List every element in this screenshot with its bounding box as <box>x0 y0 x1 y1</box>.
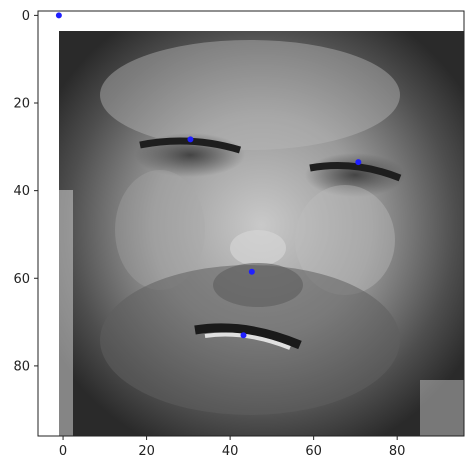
y-tick-label: 60 <box>13 272 30 287</box>
x-tick-label: 40 <box>222 444 239 459</box>
x-tick-label: 20 <box>138 444 155 459</box>
y-tick-label: 20 <box>13 97 30 112</box>
grayscale-image <box>59 31 464 436</box>
scatter-point <box>187 136 194 143</box>
scatter-point <box>240 332 247 339</box>
scatter-point <box>355 159 362 166</box>
scatter-point <box>248 268 255 275</box>
x-tick-label: 60 <box>305 444 322 459</box>
plot-frame <box>37 10 465 437</box>
x-tick-label: 80 <box>389 444 406 459</box>
scatter-points <box>55 12 362 339</box>
y-tick-label: 40 <box>13 184 30 199</box>
y-tick-label: 80 <box>13 359 30 374</box>
y-axis-ticks: 0 20 40 60 80 <box>13 9 38 374</box>
scatter-point <box>55 12 62 19</box>
y-tick-label: 0 <box>22 9 30 24</box>
x-tick-label: 0 <box>59 444 67 459</box>
x-axis-ticks: 0 20 40 60 80 <box>59 436 406 459</box>
